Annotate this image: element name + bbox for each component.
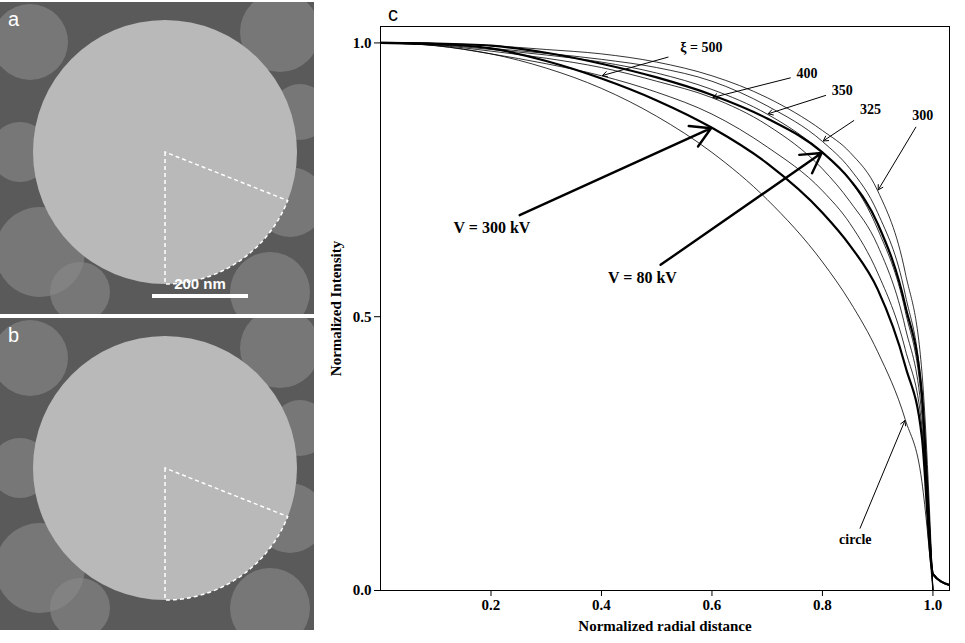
svg-text:325: 325	[860, 102, 881, 117]
svg-text:a: a	[8, 8, 20, 30]
svg-text:V = 80 kV: V = 80 kV	[608, 269, 677, 286]
html-text:c: c	[388, 3, 398, 25]
svg-text:300: 300	[912, 108, 933, 123]
svg-text:200 nm: 200 nm	[174, 275, 226, 292]
svg-text:0.2: 0.2	[482, 597, 501, 613]
svg-text:1.0: 1.0	[924, 597, 943, 613]
svg-text:1.0: 1.0	[353, 35, 372, 51]
svg-text:ξ = 500: ξ = 500	[680, 40, 722, 55]
svg-text:Normalized radial distance: Normalized radial distance	[578, 618, 752, 634]
svg-text:350: 350	[832, 83, 853, 98]
svg-text:0.8: 0.8	[813, 597, 832, 613]
svg-text:0.0: 0.0	[353, 582, 372, 598]
svg-text:b: b	[8, 324, 19, 346]
svg-text:V = 300 kV: V = 300 kV	[454, 219, 531, 236]
svg-text:0.6: 0.6	[703, 597, 722, 613]
svg-text:400: 400	[796, 66, 817, 81]
svg-text:0.4: 0.4	[592, 597, 611, 613]
svg-text:circle: circle	[839, 532, 871, 547]
svg-text:Normalized Intensity: Normalized Intensity	[328, 240, 344, 376]
svg-text:0.5: 0.5	[353, 309, 372, 325]
